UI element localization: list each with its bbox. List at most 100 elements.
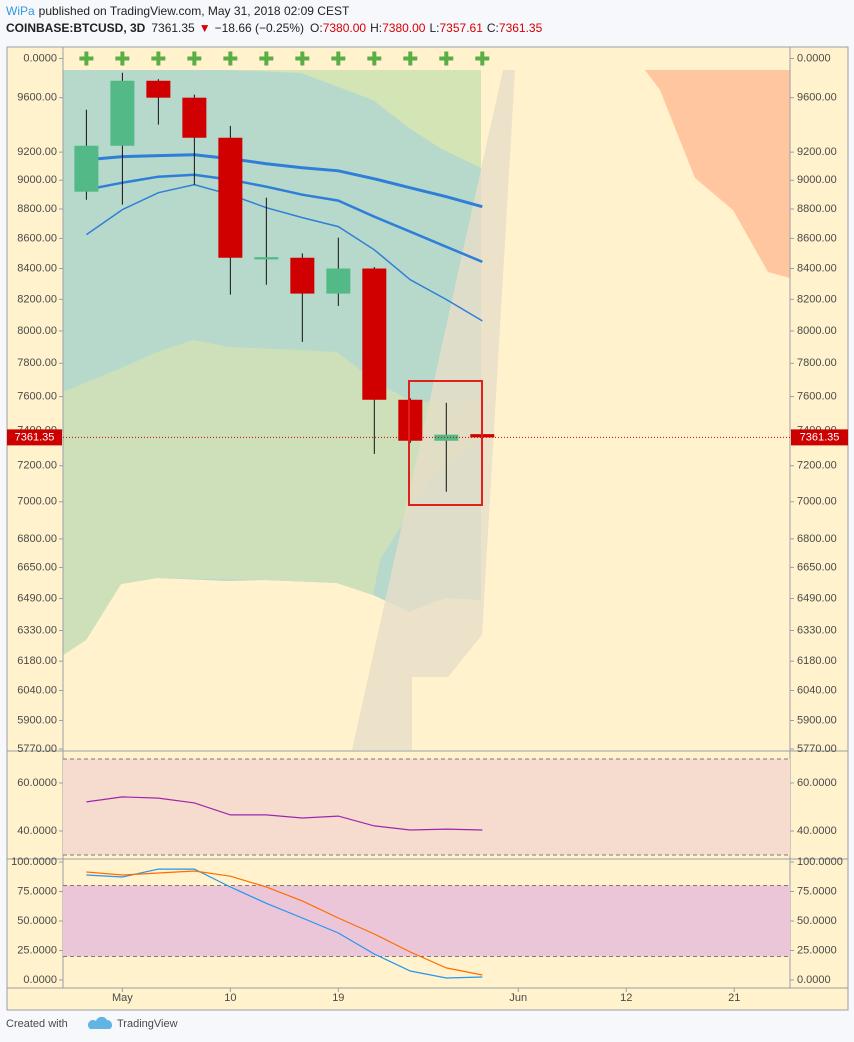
y-tick-label: 75.0000 [797,885,837,897]
y-tick-label: 75.0000 [17,885,57,897]
y-tick-label: 7000.00 [797,496,837,508]
x-tick-label: 12 [620,992,632,1004]
y-tick-label: 8200.00 [797,293,837,305]
candle-body [362,268,387,400]
annotation-box [408,380,483,506]
x-tick-label: Jun [509,992,527,1004]
ohlc-label: H: [370,21,382,35]
last-price-box [7,429,62,446]
ohlc-label: C: [487,21,499,35]
y-tick-label: 8600.00 [797,232,837,244]
logo [88,1016,113,1029]
signal-marker [259,51,274,66]
x-tick-label: May [112,992,133,1004]
candle-body [254,257,279,260]
y-tick-label: 6330.00 [797,624,837,636]
y-tick-label: 6180.00 [17,655,57,667]
y-tick-label: 7600.00 [797,390,837,402]
published: published on TradingView.com, May 31, 20… [39,4,350,18]
last-price-box [791,429,848,446]
y-tick-label: 8800.00 [17,203,57,215]
ohlc-value: 7361.35 [499,21,543,35]
y-tick-label: 9200.00 [17,146,57,158]
candle-body [398,399,423,441]
y-tick-label: 6650.00 [17,561,57,573]
indicator-line [86,868,483,979]
symbol-line: COINBASE:BTCUSD, 3D 7361.35 ▼ −18.66 (−0.25… [6,21,543,35]
last: 7361.35 [151,21,195,35]
signal-marker [151,51,166,66]
y-tick-label: 25.0000 [17,944,57,956]
y-tick-label: 9200.00 [797,146,837,158]
y-tick-label: 0.0000 [797,52,831,64]
y-tick-label: 6040.00 [797,684,837,696]
x-tick-label: 10 [224,992,236,1004]
change: −18.66 (−0.25%) [215,21,304,35]
y-tick-label: 9600.00 [17,92,57,104]
header-line: WiPa published on TradingView.com, May 31… [6,4,350,18]
footer-text: Created with [6,1018,68,1030]
y-tick-label: 5770.00 [17,743,57,755]
candle-body [146,80,171,98]
arrow: ▼ [199,21,211,35]
y-tick-label: 25.0000 [797,944,837,956]
candle-body [74,145,99,192]
projection-band [352,70,515,750]
y-tick-label: 6180.00 [797,655,837,667]
y-tick-label: 7800.00 [17,357,57,369]
candle-body [110,80,135,146]
candle-body [326,268,351,294]
cloud-area [63,340,481,655]
signal-marker [223,51,238,66]
y-tick-label: 6650.00 [797,561,837,573]
author[interactable]: WiPa [6,4,35,18]
indicator-line [85,183,483,322]
signal-marker [475,51,490,66]
cloud-area [645,70,790,278]
y-tick-label: 6490.00 [797,592,837,604]
signal-marker [115,51,130,66]
signal-marker [187,51,202,66]
ohlc-label: O: [310,21,323,35]
band [63,885,790,957]
y-tick-label: 6490.00 [17,592,57,604]
band [63,758,790,855]
y-tick-label: 6330.00 [17,624,57,636]
indicator-line [86,796,483,831]
candle-body [434,434,459,441]
ohlc-value: 7357.61 [440,21,484,35]
x-tick-label: 21 [728,992,740,1004]
signal-marker [439,51,454,66]
symbol: COINBASE:BTCUSD, 3D [6,21,146,35]
candle-body [182,97,207,138]
y-tick-label: 7800.00 [797,357,837,369]
signal-marker [79,51,94,66]
y-tick-label: 7000.00 [17,496,57,508]
y-tick-label: 5900.00 [797,714,837,726]
indicator-line [86,870,483,976]
ohlc-value: 7380.00 [382,21,426,35]
y-tick-label: 0.0000 [23,974,57,986]
y-tick-label: 8200.00 [17,293,57,305]
signal-marker [367,51,382,66]
y-tick-label: 100.0000 [11,856,57,868]
x-tick-label: 19 [332,992,344,1004]
y-tick-label: 9000.00 [17,174,57,186]
ohlc-value: 7380.00 [323,21,367,35]
y-tick-label: 5770.00 [797,743,837,755]
last-price-label: 7361.35 [800,431,840,443]
ohlc-label: L: [429,21,439,35]
cloud-area [229,70,481,168]
indicator-line [86,173,483,263]
y-tick-label: 50.0000 [797,915,837,927]
y-tick-label: 7200.00 [797,460,837,472]
y-tick-label: 5900.00 [17,714,57,726]
y-tick-label: 7200.00 [17,460,57,472]
y-tick-label: 6800.00 [797,533,837,545]
y-tick-label: 6040.00 [17,684,57,696]
brand[interactable]: TradingView [117,1018,178,1030]
y-tick-label: 0.0000 [797,974,831,986]
y-tick-label: 7600.00 [17,390,57,402]
